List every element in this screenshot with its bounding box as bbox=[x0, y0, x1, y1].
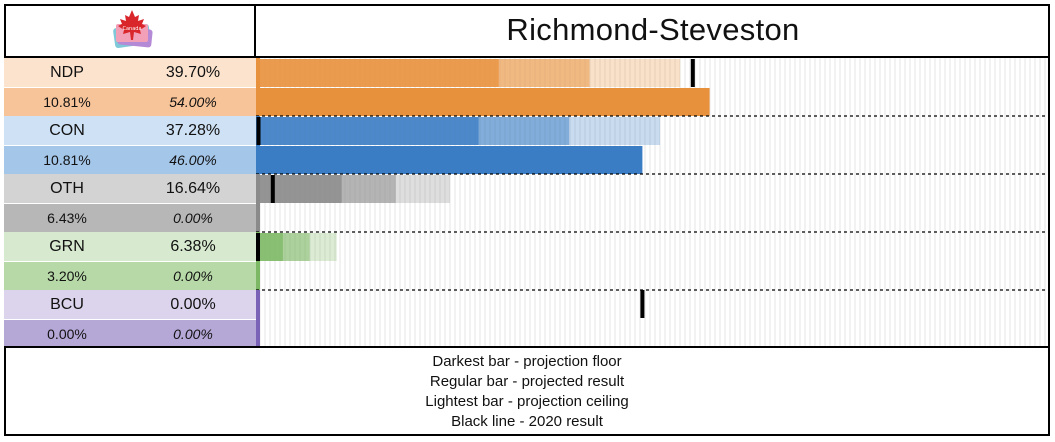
party-win-probability: 0.00% bbox=[130, 261, 256, 290]
result-2020-line-oth bbox=[270, 175, 275, 203]
bar-floor-grn bbox=[256, 233, 283, 261]
party-margin: 3.20% bbox=[4, 261, 130, 290]
party-name: CON bbox=[49, 121, 85, 139]
party-win-probability: 0.00% bbox=[130, 203, 256, 232]
legend-ceiling: Lightest bar - projection ceiling bbox=[425, 393, 629, 410]
result-2020-line-grn bbox=[256, 233, 260, 261]
party-margin: 10.81% bbox=[4, 145, 130, 174]
bar-win-prob-con bbox=[256, 146, 643, 174]
party-stub-ndp bbox=[256, 58, 260, 116]
legend: Darkest bar - projection floor Regular b… bbox=[4, 346, 1050, 436]
svg-text:Canada: Canada bbox=[122, 26, 141, 32]
party-name: NDP bbox=[50, 63, 84, 81]
result-2020-line-ndp bbox=[690, 59, 695, 87]
bar-floor-con bbox=[256, 117, 479, 145]
party-win-probability: 46.00% bbox=[130, 145, 256, 174]
result-2020-line-bcu bbox=[640, 290, 645, 318]
party-name: BCU bbox=[50, 295, 84, 313]
party-projected-share: 39.70% bbox=[165, 63, 221, 81]
party-row-oth: OTH 16.64% 6.43% 0.00% bbox=[4, 174, 256, 232]
legend-2020-result: Black line - 2020 result bbox=[451, 413, 603, 430]
legend-projected: Regular bar - projected result bbox=[429, 373, 625, 390]
party-projected-share: 16.64% bbox=[165, 179, 221, 197]
party-stub-bcu bbox=[256, 290, 260, 346]
party-stub-oth bbox=[256, 174, 260, 232]
legend-floor: Darkest bar - projection floor bbox=[432, 353, 622, 370]
party-projected-share: 0.00% bbox=[170, 295, 216, 313]
bar-plot-svg bbox=[256, 58, 1050, 346]
party-table: NDP 39.70% 10.81% 54.00% CON 37.28% 10.8… bbox=[4, 58, 256, 348]
bar-plot bbox=[256, 58, 1050, 346]
party-name: OTH bbox=[50, 179, 84, 197]
party-name: GRN bbox=[49, 237, 85, 255]
party-row-ndp: NDP 39.70% 10.81% 54.00% bbox=[4, 58, 256, 116]
title-cell: Richmond-Steveston bbox=[256, 4, 1050, 58]
party-win-probability: 0.00% bbox=[130, 319, 256, 348]
party-margin: 0.00% bbox=[4, 319, 130, 348]
bar-floor-ndp bbox=[256, 59, 499, 87]
party-projected-share: 37.28% bbox=[165, 121, 221, 139]
chart-title: Richmond-Steveston bbox=[506, 12, 800, 47]
party-projected-share: 6.38% bbox=[170, 237, 216, 255]
party-row-bcu: BCU 0.00% 0.00% 0.00% bbox=[4, 290, 256, 348]
party-row-con: CON 37.28% 10.81% 46.00% bbox=[4, 116, 256, 174]
party-row-grn: GRN 6.38% 3.20% 0.00% bbox=[4, 232, 256, 290]
maple-leaf-logo-icon: Canada bbox=[113, 10, 153, 49]
party-margin: 6.43% bbox=[4, 203, 130, 232]
logo-cell: Canada bbox=[4, 4, 256, 58]
party-win-probability: 54.00% bbox=[130, 87, 256, 116]
bar-win-prob-ndp bbox=[256, 88, 710, 116]
result-2020-line-con bbox=[256, 117, 261, 145]
party-margin: 10.81% bbox=[4, 87, 130, 116]
bar-floor-oth bbox=[256, 175, 342, 203]
